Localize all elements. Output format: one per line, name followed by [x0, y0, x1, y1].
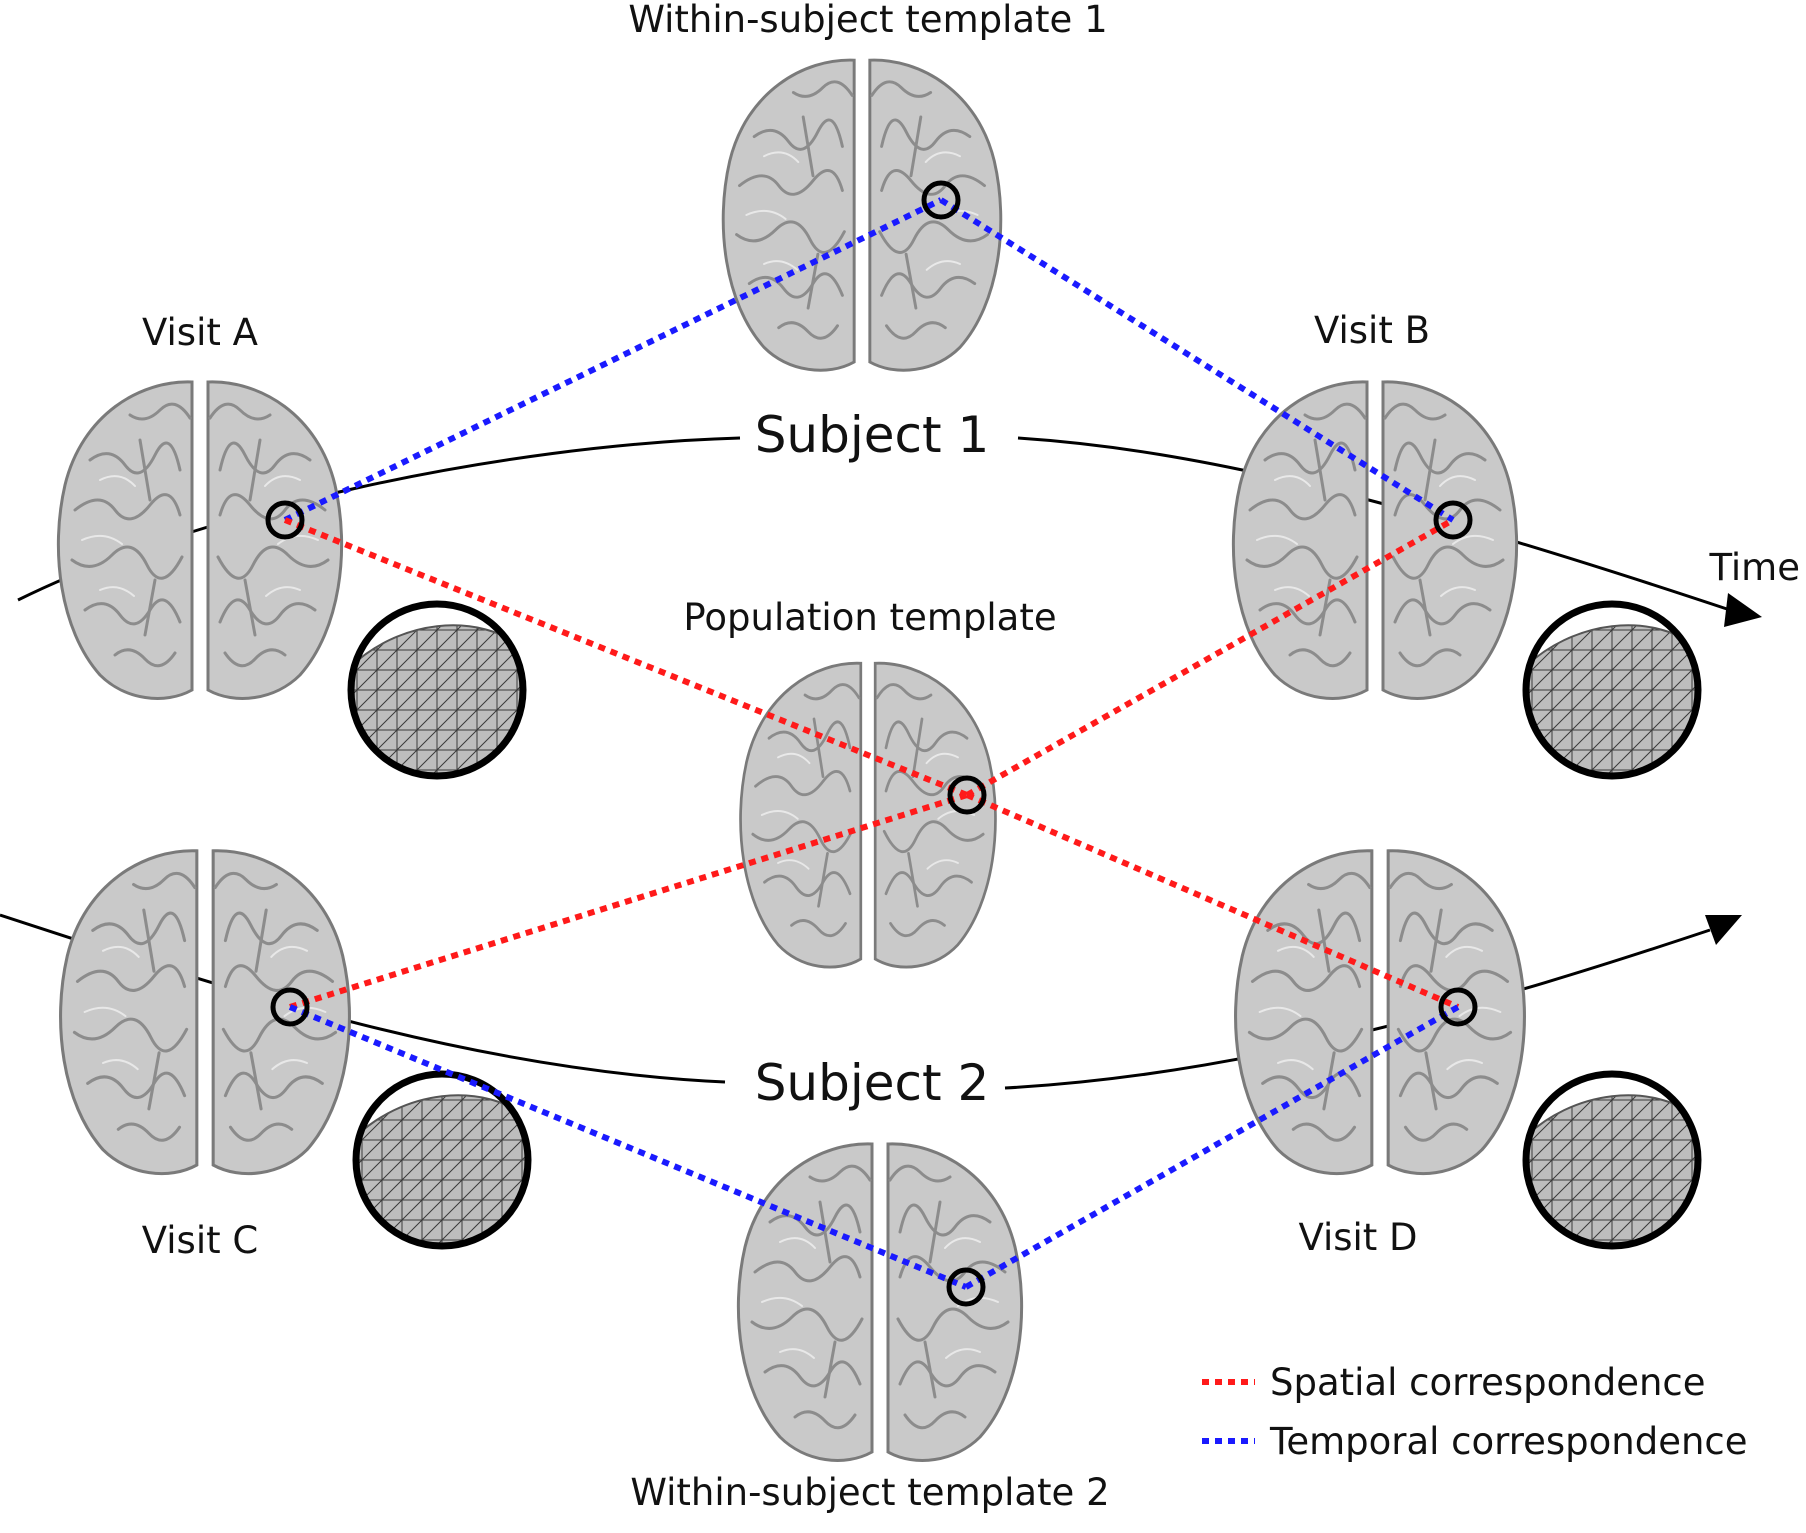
marker-icon-visit-b [1433, 500, 1473, 540]
label-time: Time [1708, 546, 1800, 589]
temporal-line-t2-d [964, 1004, 1460, 1290]
temporal-line-t1-b [939, 197, 1455, 523]
legend: Spatial correspondence Temporal correspo… [1202, 1361, 1748, 1463]
marker-icon-population [947, 775, 987, 815]
subject-1-trajectory-right [1017, 436, 1731, 612]
brain-icon-template-1 [721, 58, 1003, 372]
temporal-line-a-t1 [283, 197, 943, 523]
label-subject-2: Subject 2 [755, 1054, 990, 1112]
marker-icon-template-1 [921, 180, 961, 220]
legend-spatial-label: Spatial correspondence [1270, 1361, 1706, 1404]
time-arrow-head-2 [1705, 915, 1742, 945]
marker-icon-template-2 [946, 1267, 986, 1307]
time-arrow-head-1 [1724, 593, 1762, 627]
mesh-inset-icon-b [1522, 600, 1702, 780]
label-visit-d: Visit D [1298, 1216, 1417, 1259]
mesh-inset-icon-d [1522, 1070, 1702, 1250]
marker-icon-visit-d [1438, 987, 1478, 1027]
brain-icon-visit-b [1231, 380, 1519, 700]
label-visit-b: Visit B [1314, 309, 1430, 352]
spatial-line-pop-d [965, 792, 1460, 1010]
label-visit-c: Visit C [142, 1219, 258, 1262]
spatial-line-c-pop [289, 792, 968, 1010]
legend-temporal-label: Temporal correspondence [1269, 1420, 1748, 1463]
mesh-inset-icon-a [347, 600, 527, 780]
marker-icon-visit-a [265, 500, 305, 540]
label-subject-1: Subject 1 [755, 406, 990, 464]
marker-icon-visit-c [270, 987, 310, 1027]
label-visit-a: Visit A [142, 311, 258, 354]
label-population-template: Population template [683, 596, 1056, 639]
brain-icon-visit-a [56, 380, 344, 700]
brain-icon-visit-d [1234, 849, 1526, 1176]
spatial-line-pop-b [965, 517, 1455, 798]
label-within-template-2: Within-subject template 2 [630, 1471, 1109, 1514]
mesh-inset-icon-c [352, 1070, 532, 1250]
label-within-template-1: Within-subject template 1 [628, 0, 1107, 41]
brain-icon-population-template [739, 661, 997, 969]
spatial-line-a-pop [283, 517, 969, 798]
temporal-line-c-t2 [288, 1004, 968, 1290]
brain-icon-template-2 [736, 1142, 1024, 1462]
